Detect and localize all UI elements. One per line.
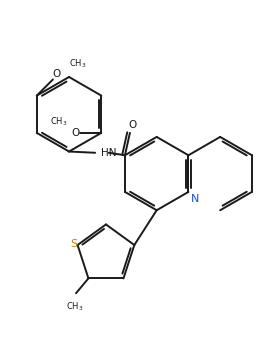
Text: CH$_3$: CH$_3$ (50, 115, 68, 128)
Text: HN: HN (101, 148, 117, 158)
Text: N: N (191, 194, 199, 204)
Text: CH$_3$: CH$_3$ (69, 57, 87, 70)
Text: O: O (53, 69, 61, 80)
Text: S: S (70, 239, 78, 249)
Text: O: O (71, 128, 79, 138)
Text: CH$_3$: CH$_3$ (66, 301, 83, 313)
Text: O: O (128, 120, 137, 130)
